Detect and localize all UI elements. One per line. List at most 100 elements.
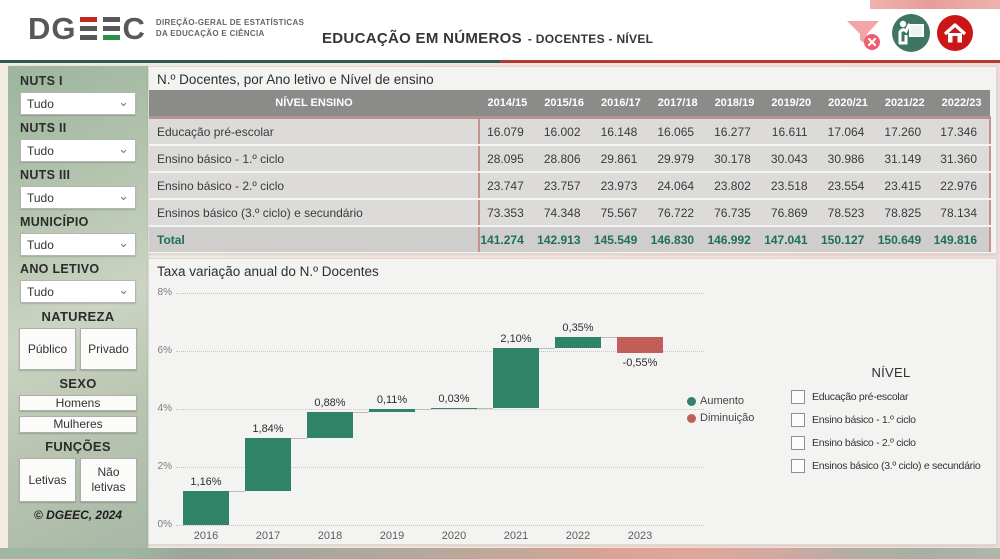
cell-value: 23.518 xyxy=(762,172,820,200)
cell-value: 17.346 xyxy=(933,117,991,146)
column-header-2022-23[interactable]: 2022/23 xyxy=(933,90,990,119)
gridline xyxy=(176,409,704,410)
bar-2022[interactable] xyxy=(555,337,601,348)
column-header-2020-21[interactable]: 2020/21 xyxy=(819,90,877,119)
bar-label-2018: 0,88% xyxy=(314,397,346,410)
table-row-ensino-basico-1-ciclo: Ensino básico - 1.º ciclo 28.095 28.806 29.… xyxy=(149,145,991,173)
total-value: 149.816 xyxy=(933,226,991,252)
page-title: EDUCAÇÃO EM NÚMEROS - DOCENTES - NÍVEL xyxy=(322,30,654,47)
filter-label-nuts-ii: NUTS II xyxy=(20,121,67,135)
filter-group-nuts-iii: NUTS III Tudo ⌄ xyxy=(20,168,136,209)
column-header-2014-15[interactable]: 2014/15 xyxy=(479,90,536,119)
natureza-section-label: NATUREZA xyxy=(41,309,115,324)
filter-dropdown-municipio[interactable]: Tudo ⌄ xyxy=(20,233,136,256)
sexo-buttons: Homens Mulheres xyxy=(19,395,137,433)
logo-letters-dg: DG xyxy=(28,11,77,46)
filter-label-nuts-i: NUTS I xyxy=(20,74,63,88)
logo-e-icon xyxy=(102,17,120,40)
y-axis-label: 2% xyxy=(157,461,172,472)
filter-dropdown-nuts-ii[interactable]: Tudo ⌄ xyxy=(20,139,136,162)
total-value: 146.992 xyxy=(706,226,763,252)
column-header-2019-20[interactable]: 2019/20 xyxy=(762,90,820,119)
x-axis-label-2018: 2018 xyxy=(317,530,343,542)
bar-2016[interactable] xyxy=(183,491,229,525)
funcoes-section-label: FUNÇÕES xyxy=(45,438,111,454)
button-nao-letivas[interactable]: Não letivas xyxy=(80,457,137,502)
teacher-board-icon[interactable] xyxy=(891,13,931,53)
legend-dot xyxy=(687,413,696,423)
header: DG C DIREÇÃO-GERAL DE ESTATÍSTICAS DA ED… xyxy=(0,0,1000,60)
bar-2018[interactable] xyxy=(307,412,353,438)
variation-chart-card: Taxa variação anual do N.º Docentes 8% 6%… xyxy=(148,258,997,545)
column-header-2017-18[interactable]: 2017/18 xyxy=(649,90,707,119)
bar-label-2019: 0,11% xyxy=(376,394,408,407)
column-header-2016-17[interactable]: 2016/17 xyxy=(592,90,650,119)
checkbox-ensino-basico-2-ciclo[interactable] xyxy=(791,436,805,450)
button-homens[interactable]: Homens xyxy=(19,395,137,412)
column-header-nivel-ensino[interactable]: NÍVEL ENSINO xyxy=(149,90,479,119)
total-value: 150.127 xyxy=(819,226,877,252)
home-icon[interactable] xyxy=(936,14,974,52)
column-header-2018-19[interactable]: 2018/19 xyxy=(706,90,763,119)
table-total-row: Total 141.274 142.913 145.549 146.830 146.992… xyxy=(149,226,991,252)
bar-label-2017: 1,84% xyxy=(252,423,284,435)
nivel-option-label: Ensinos básico (3.º ciclo) e secundário xyxy=(812,460,981,472)
natureza-buttons: Público Privado xyxy=(19,328,137,370)
bar-2023[interactable] xyxy=(617,337,663,354)
button-mulheres[interactable]: Mulheres xyxy=(19,416,137,433)
column-header-2021-22[interactable]: 2021/22 xyxy=(876,90,934,119)
legend-item-diminuicao[interactable]: Diminuição xyxy=(687,412,754,424)
total-value: 147.041 xyxy=(762,226,820,252)
filter-value-ano-letivo: Tudo xyxy=(27,284,54,299)
button-letivas[interactable]: Letivas xyxy=(19,457,76,502)
chevron-down-icon: ⌄ xyxy=(118,94,129,109)
filter-group-nuts-i: NUTS I Tudo ⌄ xyxy=(20,74,136,115)
connector-line xyxy=(539,347,555,349)
cell-value: 74.348 xyxy=(535,199,593,227)
bar-label-2020: 0,03% xyxy=(438,393,470,406)
cell-value: 23.973 xyxy=(592,172,650,200)
logo-e-icon xyxy=(79,17,97,40)
filter-group-nuts-ii: NUTS II Tudo ⌄ xyxy=(20,121,136,162)
table-row-ensino-basico-2-ciclo: Ensino básico - 2.º ciclo 23.747 23.757 23.… xyxy=(149,172,991,200)
checkbox-educacao-pre-escolar[interactable] xyxy=(791,390,805,404)
logo-tagline: DIREÇÃO-GERAL DE ESTATÍSTICAS DA EDUCAÇÃ… xyxy=(155,17,305,38)
x-axis-label-2022: 2022 xyxy=(565,530,591,542)
header-divider xyxy=(0,60,1000,63)
cell-value: 22.976 xyxy=(933,172,991,200)
cell-value: 16.277 xyxy=(706,117,763,146)
sexo-section-label: SEXO xyxy=(59,376,97,391)
chevron-down-icon: ⌄ xyxy=(118,282,129,297)
legend-item-aumento[interactable]: Aumento xyxy=(687,395,754,407)
button-privado[interactable]: Privado xyxy=(80,328,137,370)
cell-value: 17.064 xyxy=(819,117,877,146)
button-publico[interactable]: Público xyxy=(19,328,76,370)
filter-dropdown-nuts-iii[interactable]: Tudo ⌄ xyxy=(20,186,136,209)
filter-dropdown-nuts-i[interactable]: Tudo ⌄ xyxy=(20,92,136,115)
y-axis-label: 4% xyxy=(157,403,172,414)
checkbox-ensinos-basico-3-ciclo-e-secundario[interactable] xyxy=(791,459,805,473)
cell-value: 29.861 xyxy=(592,145,650,173)
cell-value: 23.554 xyxy=(819,172,877,200)
dgeec-logo: DG C DIREÇÃO-GERAL DE ESTATÍSTICAS DA ED… xyxy=(28,13,304,44)
bar-2021[interactable] xyxy=(493,347,539,409)
table-row-ensinos-basico-3-ciclo-e-secundario: Ensinos básico (3.º ciclo) e secundário 7… xyxy=(149,199,991,227)
filter-dropdown-ano-letivo[interactable]: Tudo ⌄ xyxy=(20,280,136,303)
bar-2017[interactable] xyxy=(245,438,291,492)
bar-2020[interactable] xyxy=(431,408,477,410)
column-header-2015-16[interactable]: 2015/16 xyxy=(535,90,593,119)
clear-filter-icon[interactable] xyxy=(844,13,886,53)
x-axis-label-2023: 2023 xyxy=(627,530,653,542)
chart-legend: Aumento Diminuição xyxy=(687,395,754,429)
checkbox-ensino-basico-1-ciclo[interactable] xyxy=(791,413,805,427)
gridline xyxy=(176,293,704,294)
cell-value: 76.735 xyxy=(706,199,763,227)
bar-2019[interactable] xyxy=(369,409,415,413)
cell-value: 30.178 xyxy=(706,145,763,173)
connector-line xyxy=(229,491,245,493)
nivel-option-label: Ensino básico - 1.º ciclo xyxy=(812,414,916,426)
bar-label-2022: 0,35% xyxy=(562,322,594,335)
legend-label: Diminuição xyxy=(700,412,755,424)
cell-value: 23.802 xyxy=(706,172,763,200)
total-value: 146.830 xyxy=(649,226,707,252)
